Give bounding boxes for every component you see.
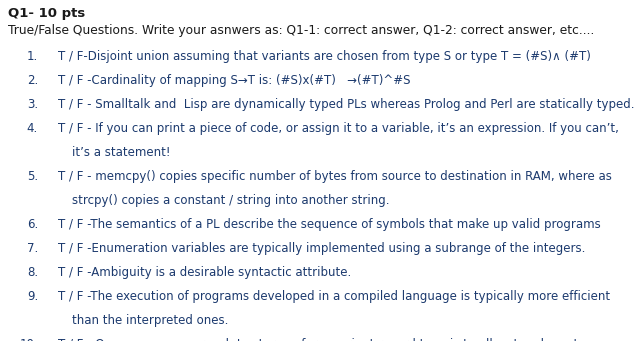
Text: T / F -Enumeration variables are typically implemented using a subrange of the i: T / F -Enumeration variables are typical… — [58, 242, 586, 255]
Text: T / F-Disjoint union assuming that variants are chosen from type S or type T = (: T / F-Disjoint union assuming that varia… — [58, 50, 591, 63]
Text: T / F - One common approach to storage for a variant record type is to allocate : T / F - One common approach to storage f… — [58, 338, 586, 341]
Text: T / F -The execution of programs developed in a compiled language is typically m: T / F -The execution of programs develop… — [58, 290, 610, 303]
Text: 2.: 2. — [27, 74, 38, 87]
Text: strcpy() copies a constant / string into another string.: strcpy() copies a constant / string into… — [72, 194, 390, 207]
Text: T / F - Smalltalk and  Lisp are dynamically typed PLs whereas Prolog and Perl ar: T / F - Smalltalk and Lisp are dynamical… — [58, 98, 634, 111]
Text: T / F -Cardinality of mapping S→T is: (#S)x(#T)   →(#T)^#S: T / F -Cardinality of mapping S→T is: (#… — [58, 74, 410, 87]
Text: 4.: 4. — [27, 122, 38, 135]
Text: 5.: 5. — [27, 170, 38, 183]
Text: 8.: 8. — [27, 266, 38, 279]
Text: than the interpreted ones.: than the interpreted ones. — [72, 314, 229, 327]
Text: it’s a statement!: it’s a statement! — [72, 146, 171, 159]
Text: 10.: 10. — [19, 338, 38, 341]
Text: T / F - memcpy() copies specific number of bytes from source to destination in R: T / F - memcpy() copies specific number … — [58, 170, 612, 183]
Text: 9.: 9. — [27, 290, 38, 303]
Text: 3.: 3. — [27, 98, 38, 111]
Text: 7.: 7. — [27, 242, 38, 255]
Text: Q1- 10 pts: Q1- 10 pts — [8, 7, 85, 20]
Text: True/False Questions. Write your asnwers as: Q1-1: correct answer, Q1-2: correct: True/False Questions. Write your asnwers… — [8, 24, 594, 37]
Text: T / F -The semantics of a PL describe the sequence of symbols that make up valid: T / F -The semantics of a PL describe th… — [58, 218, 601, 231]
Text: 6.: 6. — [27, 218, 38, 231]
Text: T / F -Ambiguity is a desirable syntactic attribute.: T / F -Ambiguity is a desirable syntacti… — [58, 266, 351, 279]
Text: 1.: 1. — [27, 50, 38, 63]
Text: T / F - If you can print a piece of code, or assign it to a variable, it’s an ex: T / F - If you can print a piece of code… — [58, 122, 619, 135]
